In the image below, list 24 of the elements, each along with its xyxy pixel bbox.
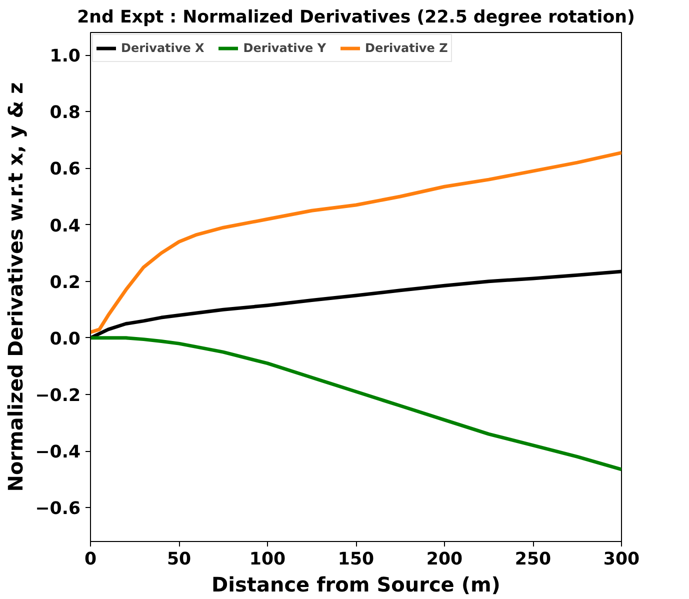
x-tick-label: 250 [514, 550, 552, 570]
x-tick-label: 200 [426, 550, 463, 570]
y-tick-label: 0.8 [50, 103, 81, 124]
x-tick-label: 50 [166, 550, 192, 570]
x-tick-label: 300 [603, 550, 640, 570]
y-tick-label: −0.2 [35, 386, 81, 406]
y-tick-label: 1.0 [50, 46, 81, 67]
y-axis-title: Normalized Derivatives w.r.t x, y & z [3, 82, 28, 492]
y-tick-label: 0.6 [50, 160, 81, 180]
x-tick-label: 150 [338, 550, 374, 570]
y-tick-label: −0.4 [35, 442, 81, 463]
y-tick-label: 0.2 [50, 272, 81, 293]
legend-label: Derivative Z [365, 41, 448, 55]
y-tick-label: −0.6 [35, 499, 81, 520]
line-series [90, 336, 622, 472]
x-tick-label: 100 [249, 550, 286, 570]
x-tick-label: 0 [84, 550, 97, 570]
line-series [90, 150, 622, 334]
x-axis-title: Distance from Source (m) [212, 572, 500, 596]
legend-label: Derivative Y [243, 41, 326, 55]
y-tick-label: 0.0 [50, 329, 81, 350]
legend-label: Derivative X [121, 41, 204, 55]
y-tick-label: 0.4 [50, 216, 81, 236]
chart-title: 2nd Expt : Normalized Derivatives (22.5 degree rotation) [77, 8, 635, 28]
